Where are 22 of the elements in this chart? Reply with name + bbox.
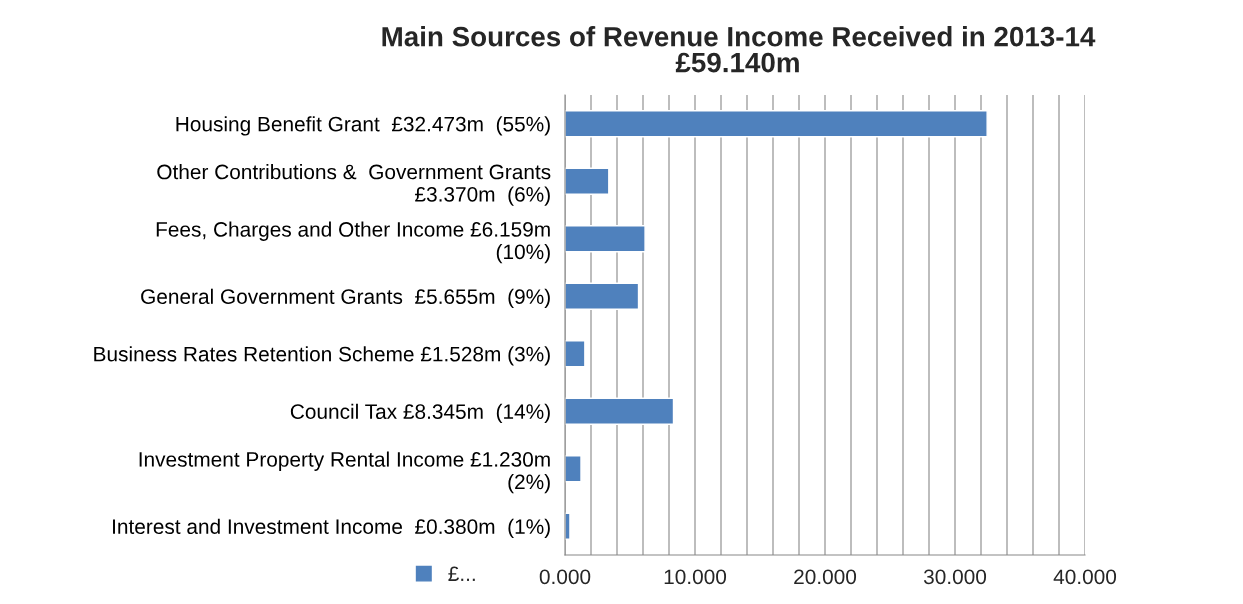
y-tick-label: Housing Benefit Grant £32.473m (55%)	[176, 116, 550, 136]
y-tick-label: Business Rates Retention Scheme £1.528m (3%)	[94, 346, 550, 366]
y-tick-label: Fees, Charges and Other Income £6.159m (10%)	[156, 221, 550, 264]
x-tick-label: 0.000	[539, 569, 591, 585]
x-tick-label: 10.000	[664, 569, 727, 585]
y-tick-label: Council Tax £8.345m (14%)	[290, 403, 550, 424]
bar	[565, 167, 610, 195]
y-tick-label: General Government Grants £5.655m (9%)	[141, 288, 550, 309]
x-tick-label: 20.000	[794, 569, 857, 585]
x-tick-label: 30.000	[923, 569, 987, 585]
y-tick-label: Investment Property Rental Income £1.230m (2%)	[139, 451, 550, 494]
bar	[565, 282, 640, 310]
x-tick-label: 40.000	[1053, 569, 1117, 585]
bar	[565, 110, 988, 138]
legend-label: £...	[448, 566, 475, 581]
y-tick-label: Interest and Investment Income £0.380m (1%)	[113, 518, 550, 539]
bar	[565, 340, 586, 368]
chart-title: Main Sources of Revenue Income Received in 2013-14 £59.140m	[382, 26, 1096, 73]
y-tick-label: Other Contributions & Government Grants £3.370m (6%)	[157, 163, 551, 206]
bar	[565, 397, 675, 425]
bar	[565, 455, 582, 483]
bar	[565, 225, 646, 253]
